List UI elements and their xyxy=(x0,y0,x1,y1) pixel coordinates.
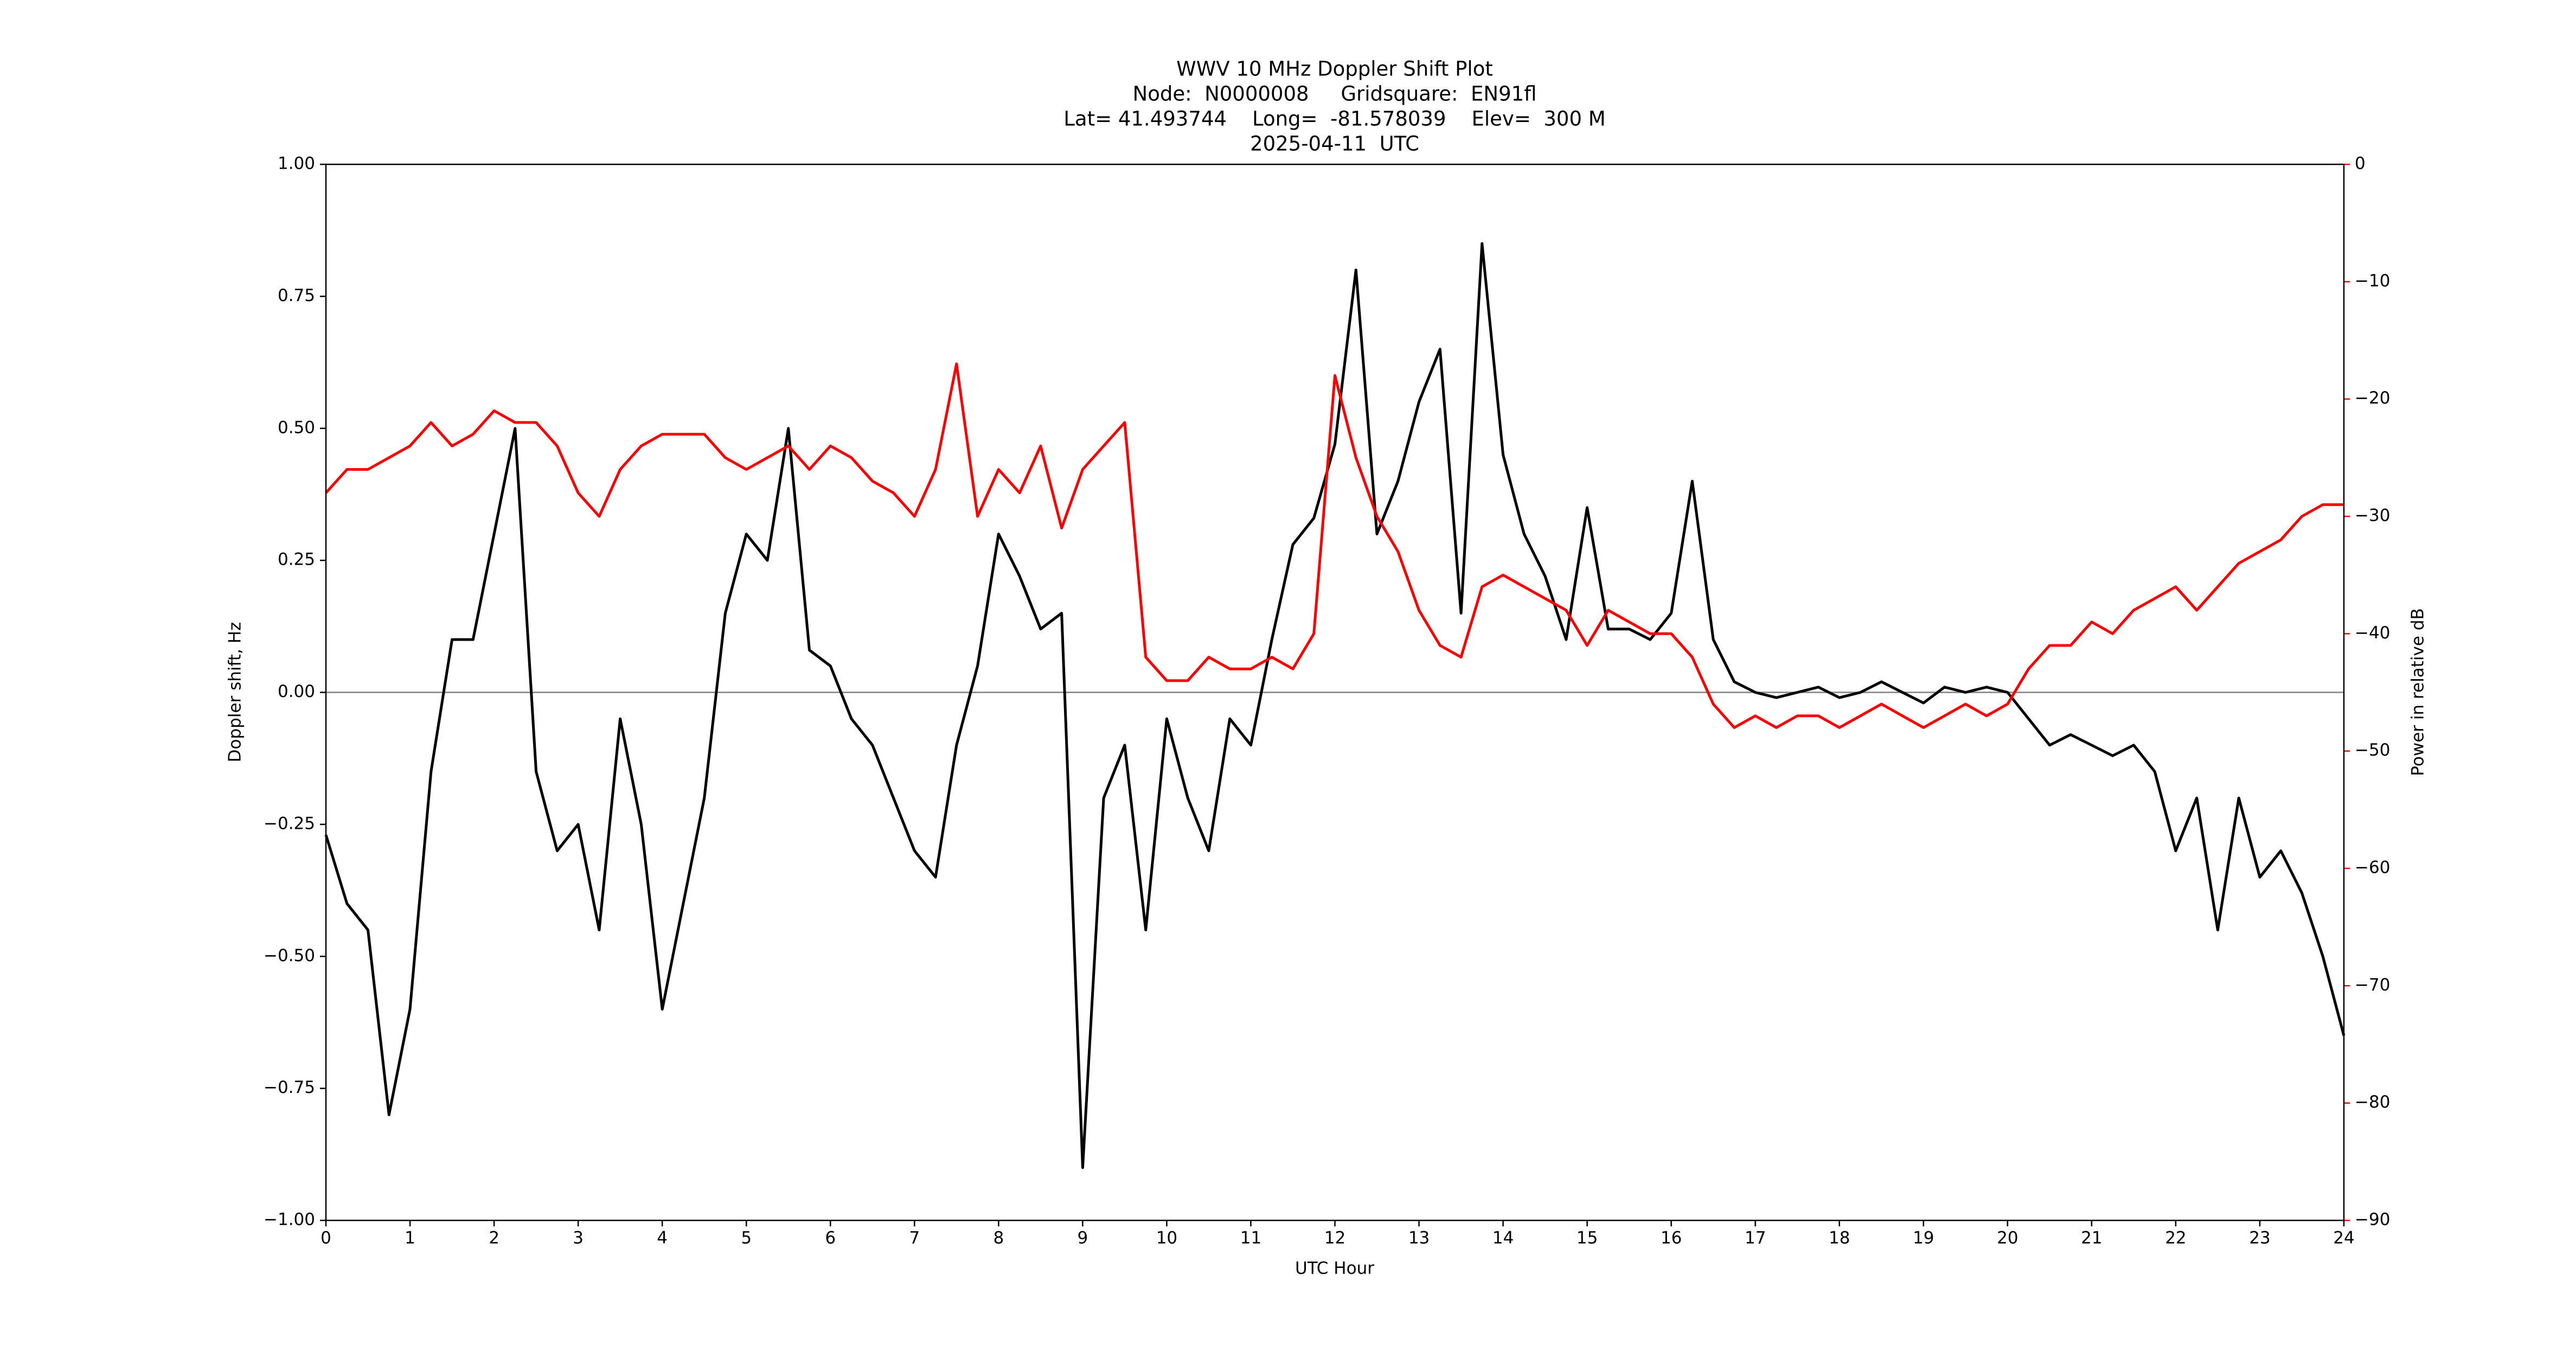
y-tick-label: −0.50 xyxy=(264,946,315,965)
x-tick-label: 14 xyxy=(1492,1229,1514,1248)
data-line xyxy=(325,362,2344,729)
x-tick-label: 10 xyxy=(1156,1229,1177,1248)
y-tick-label: 0.25 xyxy=(278,550,315,570)
x-tick-label: 7 xyxy=(909,1229,920,1248)
y-tick-label: 1.00 xyxy=(278,154,315,174)
x-tick-label: 4 xyxy=(657,1229,668,1248)
y2-tick-label: −40 xyxy=(2355,623,2390,643)
y2-tick-label: −20 xyxy=(2355,388,2390,408)
x-tick-label: 22 xyxy=(2165,1229,2186,1248)
x-tick-label: 3 xyxy=(573,1229,584,1248)
chart-subtitle: Node: N0000008 Gridsquare: EN91fl xyxy=(1133,82,1537,106)
y2-tick-label: −90 xyxy=(2355,1210,2390,1230)
y-tick-label: 0.75 xyxy=(278,286,315,305)
x-tick-label: 15 xyxy=(1577,1229,1598,1248)
x-tick-label: 9 xyxy=(1078,1229,1088,1248)
x-tick-label: 1 xyxy=(405,1229,415,1248)
x-tick-label: 11 xyxy=(1240,1229,1261,1248)
x-tick-label: 8 xyxy=(993,1229,1004,1248)
y2-tick-label: −70 xyxy=(2355,975,2390,995)
x-tick-label: 20 xyxy=(1997,1229,2018,1248)
y2-tick-label: −50 xyxy=(2355,740,2390,760)
y-axis-label: Doppler shift, Hz xyxy=(226,622,245,763)
y2-tick-label: −10 xyxy=(2355,271,2390,291)
x-tick-label: 2 xyxy=(489,1229,499,1248)
x-tick-label: 13 xyxy=(1408,1229,1430,1248)
y2-tick-label: −30 xyxy=(2355,506,2390,526)
y2-tick-label: −60 xyxy=(2355,858,2390,878)
x-tick-label: 12 xyxy=(1324,1229,1345,1248)
x-tick-label: 6 xyxy=(825,1229,836,1248)
y2-axis-label: Power in relative dB xyxy=(2408,608,2428,776)
data-line xyxy=(324,242,2346,1169)
x-tick-label: 19 xyxy=(1913,1229,1934,1248)
x-tick-label: 17 xyxy=(1745,1229,1766,1248)
y-tick-label: −1.00 xyxy=(264,1210,315,1230)
x-tick-label: 5 xyxy=(741,1229,752,1248)
y2-tick-label: −80 xyxy=(2355,1092,2390,1112)
plot-frame xyxy=(325,163,2345,1221)
x-axis-label: UTC Hour xyxy=(1295,1259,1374,1278)
y2-tick-label: 0 xyxy=(2355,154,2366,174)
x-tick-label: 21 xyxy=(2081,1229,2102,1248)
x-tick-label: 16 xyxy=(1661,1229,1682,1248)
y-tick-label: 0.50 xyxy=(278,418,315,437)
y-tick-label: −0.25 xyxy=(264,814,315,833)
x-tick-label: 23 xyxy=(2249,1229,2270,1248)
x-tick-label: 18 xyxy=(1829,1229,1850,1248)
x-tick-label: 0 xyxy=(321,1229,331,1248)
chart-title: WWV 10 MHz Doppler Shift Plot xyxy=(1176,57,1493,81)
y-tick-label: 0.00 xyxy=(278,682,315,701)
chart-subtitle: 2025-04-11 UTC xyxy=(1250,132,1419,156)
x-tick-label: 24 xyxy=(2333,1229,2354,1248)
chart-subtitle: Lat= 41.493744 Long= -81.578039 Elev= 30… xyxy=(1063,107,1605,131)
y-tick-label: −0.75 xyxy=(264,1078,315,1097)
